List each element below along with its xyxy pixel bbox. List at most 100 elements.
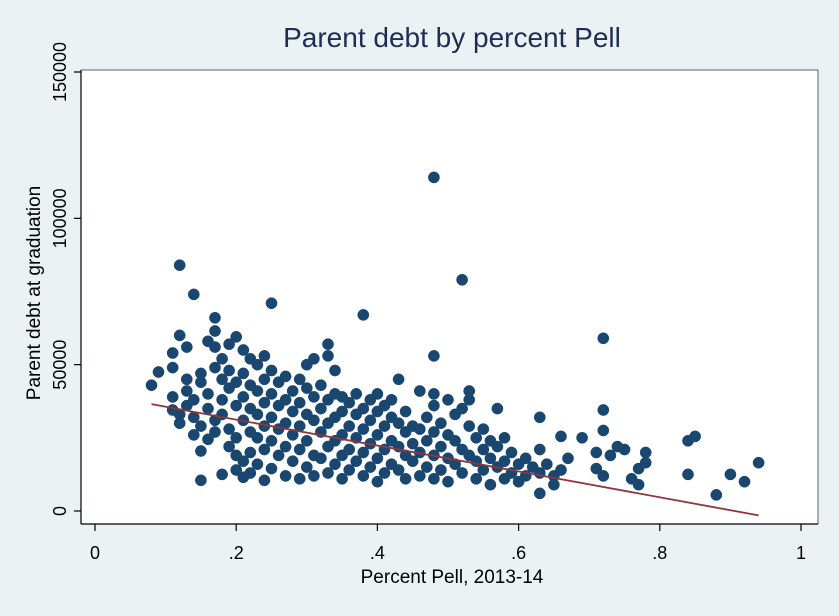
data-point: [286, 405, 299, 418]
data-point: [293, 443, 306, 456]
data-point: [357, 470, 370, 482]
data-point: [597, 424, 610, 437]
data-point: [223, 423, 235, 435]
data-point: [202, 402, 214, 415]
data-point: [343, 443, 356, 456]
data-point: [230, 331, 243, 343]
data-point: [209, 341, 221, 353]
data-point: [519, 452, 532, 465]
data-point: [484, 478, 497, 491]
data-point: [237, 344, 250, 356]
data-point: [251, 358, 264, 371]
data-point: [286, 455, 299, 468]
data-point: [413, 423, 426, 435]
data-point: [428, 388, 440, 400]
data-point: [406, 437, 419, 450]
data-point: [293, 472, 306, 485]
data-point: [456, 467, 468, 479]
data-point: [308, 414, 320, 427]
x-tick-label: 1: [796, 543, 806, 563]
data-point: [463, 420, 476, 432]
axes: 0 50000 100000 150000 0 .2 .4 .6 .8 1: [50, 42, 818, 563]
data-point: [420, 411, 433, 424]
data-point: [166, 347, 179, 359]
x-tick-label: .8: [652, 543, 667, 563]
data-point: [442, 475, 454, 488]
data-point: [180, 385, 193, 397]
y-tick-label: 0: [50, 506, 70, 516]
x-axis-label: Percent Pell, 2013-14: [361, 567, 544, 588]
data-point: [385, 393, 398, 406]
fit-line: [151, 403, 759, 517]
data-point: [187, 393, 200, 406]
data-point: [371, 429, 384, 441]
data-point: [392, 417, 405, 430]
data-point: [357, 309, 370, 321]
data-point: [265, 411, 278, 424]
data-point: [166, 391, 179, 403]
x-tick-label: .2: [229, 543, 244, 563]
data-point: [491, 440, 504, 453]
data-point: [350, 455, 363, 468]
data-point: [223, 440, 235, 453]
data-point: [533, 411, 546, 424]
data-point: [371, 388, 384, 400]
data-point: [435, 440, 447, 453]
data-point: [293, 396, 306, 409]
data-point: [350, 388, 363, 400]
data-point: [322, 338, 334, 351]
data-point: [562, 452, 574, 465]
data-point: [216, 393, 228, 406]
data-point: [477, 423, 490, 435]
data-point: [378, 467, 391, 479]
data-point: [265, 462, 278, 475]
data-point: [505, 446, 518, 459]
data-point: [724, 468, 737, 481]
data-point: [442, 393, 454, 406]
data-point: [406, 455, 419, 468]
data-point: [265, 434, 278, 447]
data-point: [279, 470, 292, 482]
data-point: [456, 273, 468, 286]
data-point: [378, 420, 391, 432]
data-point: [413, 385, 426, 397]
data-point: [689, 430, 701, 443]
data-point: [258, 396, 271, 409]
data-point: [258, 373, 271, 386]
data-point: [548, 478, 560, 491]
data-point: [540, 458, 553, 471]
data-point: [428, 426, 440, 438]
data-point: [357, 446, 370, 459]
data-point: [470, 472, 483, 485]
data-point: [343, 420, 356, 432]
data-point: [230, 464, 243, 476]
data-point: [435, 464, 447, 476]
data-point: [251, 458, 264, 471]
y-tick-label: 100000: [50, 188, 70, 248]
data-point: [209, 426, 221, 438]
data-point: [237, 391, 250, 403]
data-point: [428, 399, 440, 412]
data-point: [449, 458, 461, 471]
data-point: [639, 456, 652, 469]
data-point: [639, 446, 652, 459]
data-point: [258, 350, 271, 362]
data-point: [286, 385, 299, 397]
data-point: [597, 470, 610, 482]
data-point: [590, 462, 603, 475]
data-point: [329, 458, 341, 471]
fit-line-layer: [151, 403, 759, 517]
data-point: [392, 373, 405, 386]
data-point: [428, 171, 440, 184]
data-point: [357, 402, 370, 415]
data-point: [308, 352, 320, 365]
data-point: [576, 431, 588, 444]
data-point: [322, 467, 334, 479]
data-point: [230, 431, 243, 444]
data-point: [258, 474, 271, 487]
data-point: [173, 259, 186, 272]
data-point: [343, 464, 356, 476]
data-point: [336, 405, 348, 418]
